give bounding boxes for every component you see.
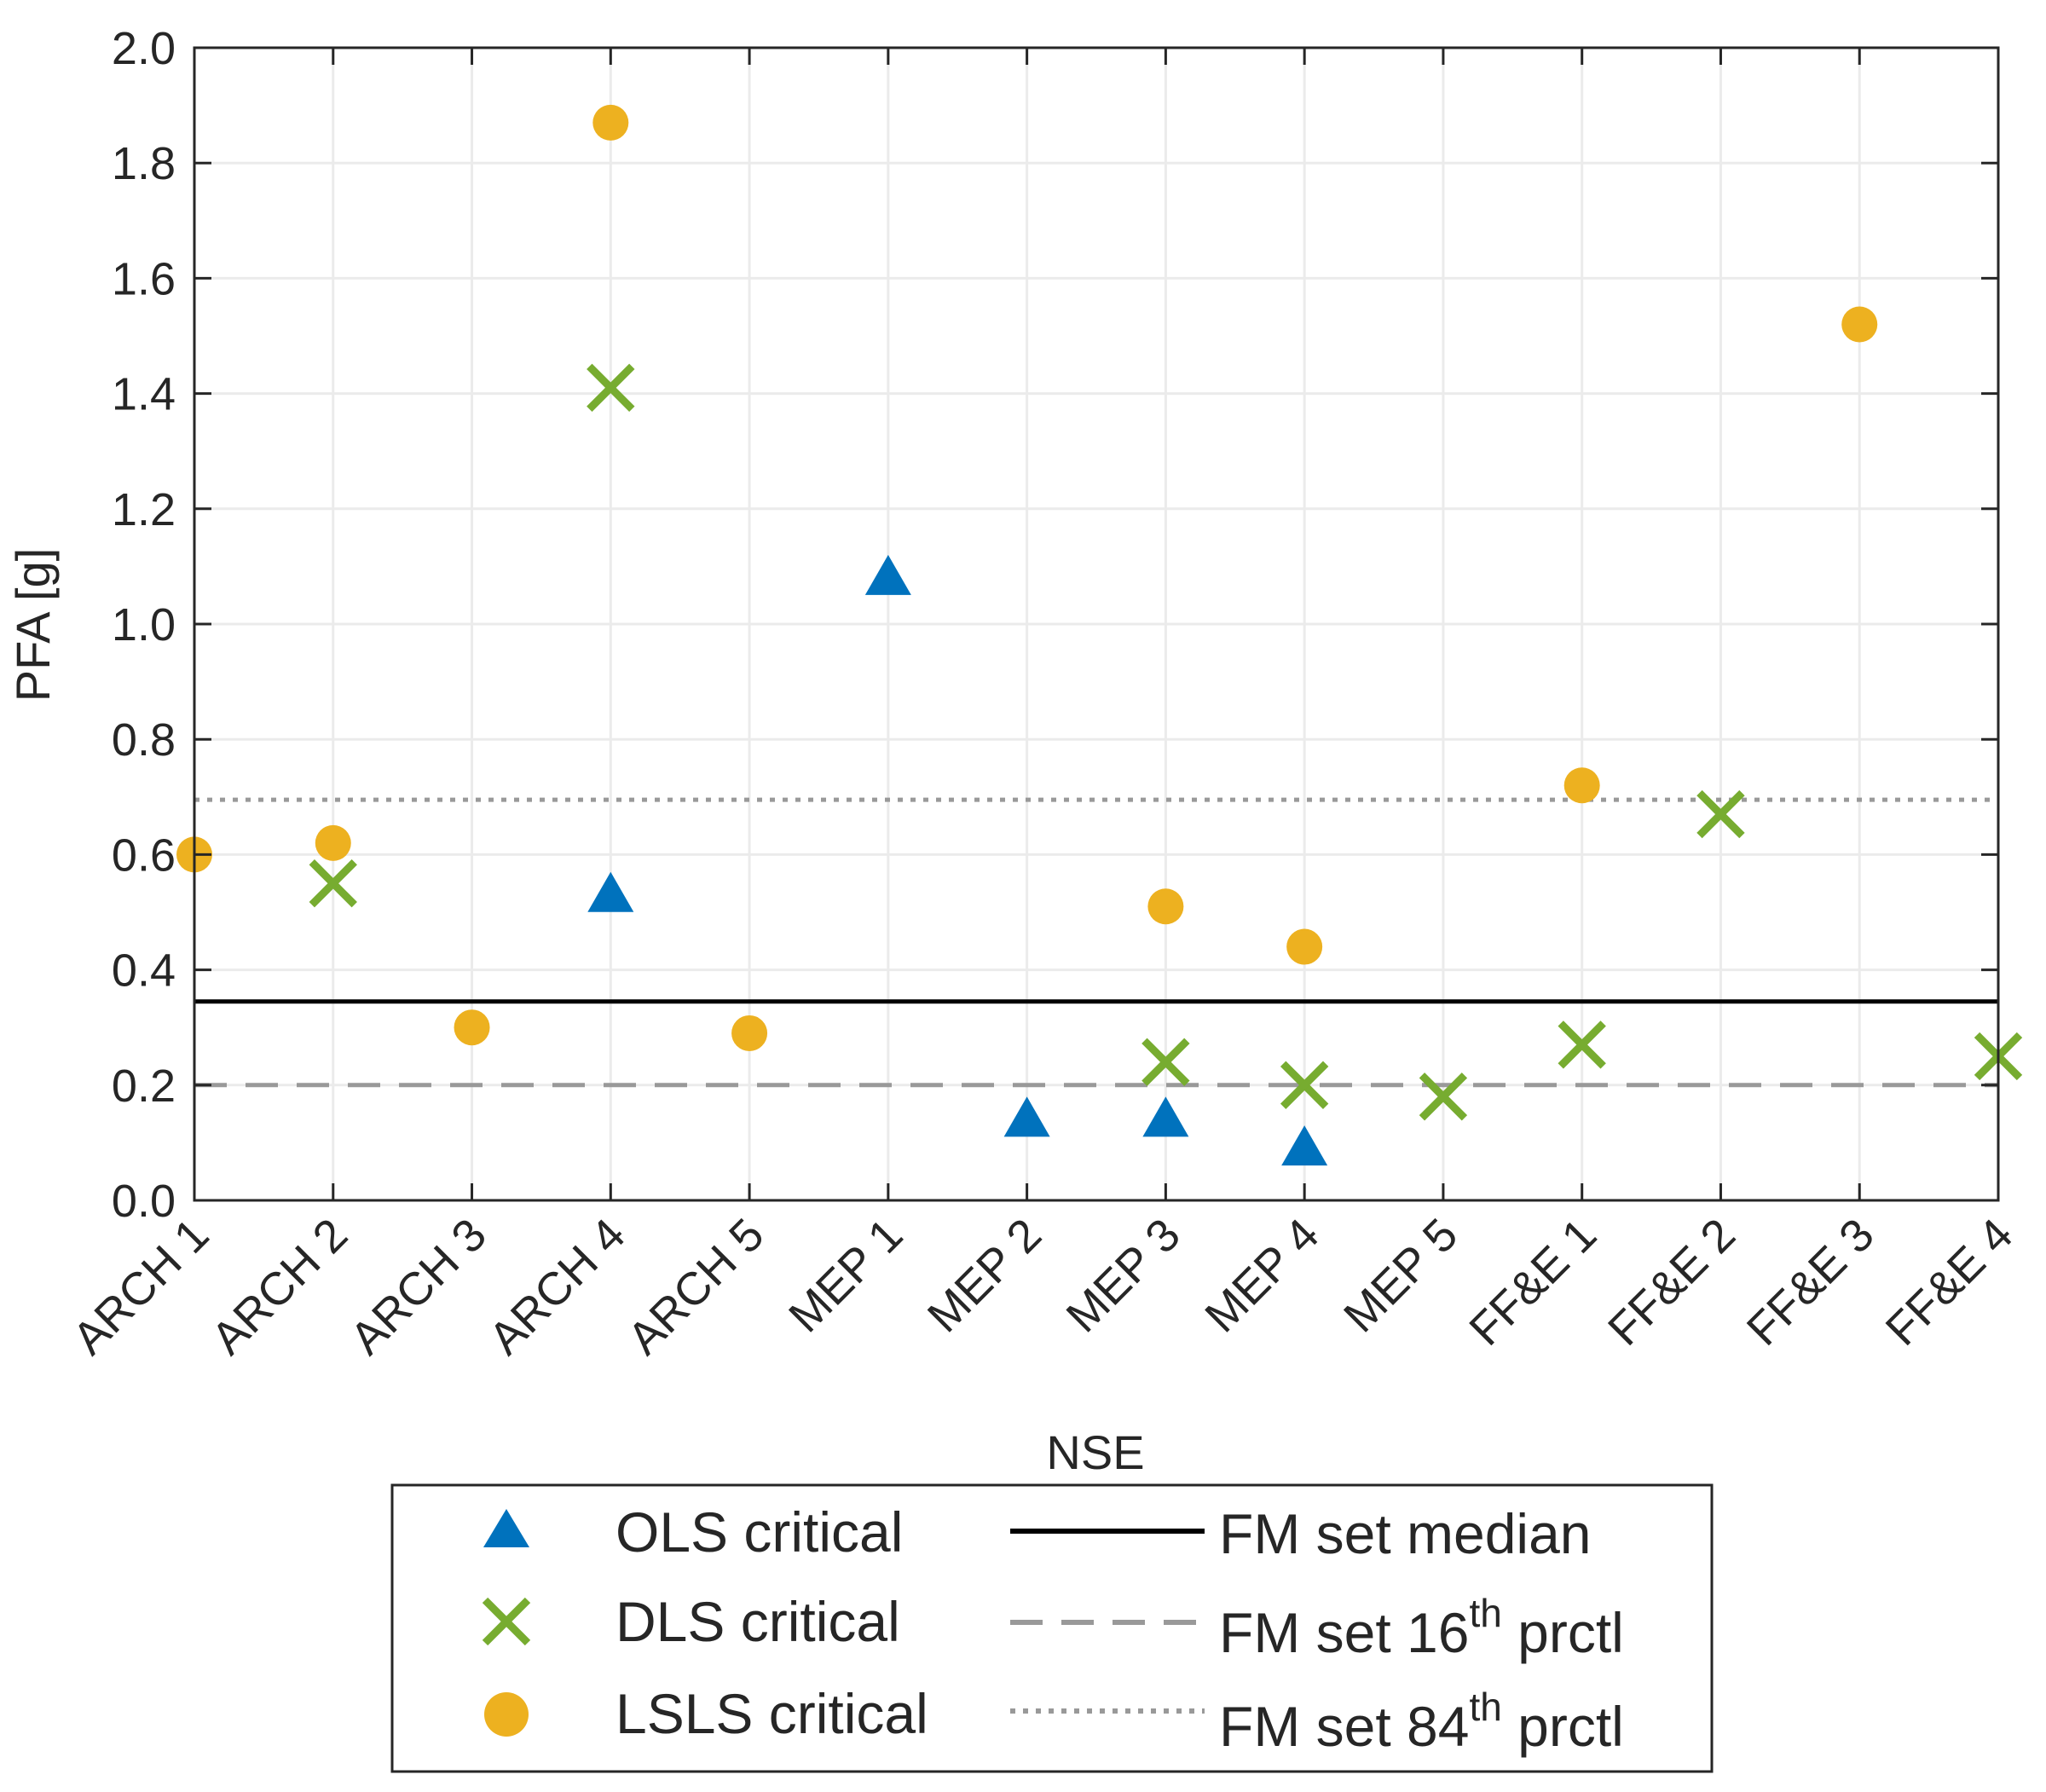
dls-cross-stroke [309, 859, 357, 908]
dls-critical-point [1280, 1061, 1329, 1109]
ols-critical-point [1003, 1096, 1050, 1137]
ols-critical-point [864, 554, 911, 595]
dls-critical-point [1558, 1020, 1606, 1069]
ols-critical-point [1281, 1125, 1328, 1166]
y-tick-label: 1.4 [112, 369, 176, 420]
x-axis-title: NSE [1046, 1425, 1144, 1479]
lsls-critical-point [592, 104, 629, 141]
legend-ols-marker [483, 1509, 529, 1547]
legend-p16-label: FM set 16th prctl [1219, 1591, 1624, 1664]
ols-critical-point [1142, 1096, 1189, 1137]
x-tick-label: FF&E 1 [1459, 1209, 1606, 1356]
y-tick-label: 0.8 [112, 714, 176, 766]
y-tick-label: 0.0 [112, 1176, 176, 1227]
lsls-critical-point [1841, 306, 1878, 343]
ols-critical-point [587, 871, 634, 912]
dls-cross-stroke [1280, 1061, 1329, 1109]
lsls-critical-point [731, 1015, 768, 1051]
reference-lines [194, 797, 1998, 1088]
x-tick-label: MEP 1 [779, 1209, 912, 1342]
lsls-critical-point [1147, 888, 1184, 925]
legend-dls-marker [482, 1597, 531, 1646]
x-tick-label: FF&E 3 [1737, 1209, 1884, 1356]
dls-cross-stroke [1419, 1072, 1468, 1121]
x-tick-label: FF&E 4 [1876, 1209, 2023, 1356]
y-tick-labels: 0.0 0.2 0.4 0.6 0.8 1.0 1.2 1.4 1.6 1.8 2.0 [112, 23, 176, 1227]
x-tick-label: ARCH 4 [479, 1209, 634, 1364]
lsls-critical-point [1286, 928, 1323, 965]
dls-critical-point [587, 363, 635, 413]
x-tick-label: ARCH 1 [63, 1209, 218, 1364]
x-tick-label: FF&E 2 [1598, 1209, 1745, 1356]
legend-dls-label: DLS critical [616, 1590, 900, 1653]
dls-cross-stroke [1696, 789, 1745, 839]
y-tick-label: 1.0 [112, 599, 176, 650]
y-tick-label: 0.4 [112, 945, 176, 997]
x-tick-label: MEP 2 [918, 1209, 1051, 1342]
legend-ols-label: OLS critical [616, 1500, 903, 1564]
x-tick-label: MEP 4 [1195, 1209, 1328, 1342]
legend-lsls-marker [484, 1692, 529, 1737]
y-tick-label: 0.6 [112, 830, 176, 881]
dls-critical-point [1141, 1038, 1190, 1086]
x-tick-label: ARCH 5 [618, 1209, 773, 1364]
y-tick-label: 1.2 [112, 484, 176, 535]
axis-ticks [193, 46, 2000, 1202]
dls-cross-stroke [1558, 1020, 1606, 1069]
x-tick-label: MEP 5 [1334, 1209, 1467, 1342]
x-tick-label: ARCH 2 [202, 1209, 357, 1364]
dls-critical-point [309, 859, 357, 908]
legend-median-label: FM set median [1219, 1502, 1591, 1565]
lsls-critical-point [454, 1009, 490, 1046]
dls-critical-point [1419, 1072, 1468, 1121]
dls-cross-stroke [587, 363, 635, 413]
legend: OLS critical DLS critical LSLS critical … [390, 1483, 1714, 1773]
legend-p84-label: FM set 84th prctl [1219, 1685, 1624, 1758]
dls-cross-stroke [1141, 1038, 1190, 1086]
lsls-critical-point [315, 824, 351, 861]
lsls-critical-point [1563, 767, 1600, 804]
y-tick-label: 2.0 [112, 23, 176, 74]
y-axis-title: PFA [g] [6, 548, 60, 702]
y-tick-label: 0.2 [112, 1061, 176, 1112]
data-markers [176, 104, 2023, 1166]
y-tick-label: 1.8 [112, 138, 176, 189]
x-tick-label: ARCH 3 [341, 1209, 496, 1364]
legend-lsls-label: LSLS critical [616, 1682, 928, 1745]
dls-critical-point [1696, 789, 1745, 839]
y-tick-label: 1.6 [112, 253, 176, 304]
x-tick-label: MEP 3 [1057, 1209, 1190, 1342]
